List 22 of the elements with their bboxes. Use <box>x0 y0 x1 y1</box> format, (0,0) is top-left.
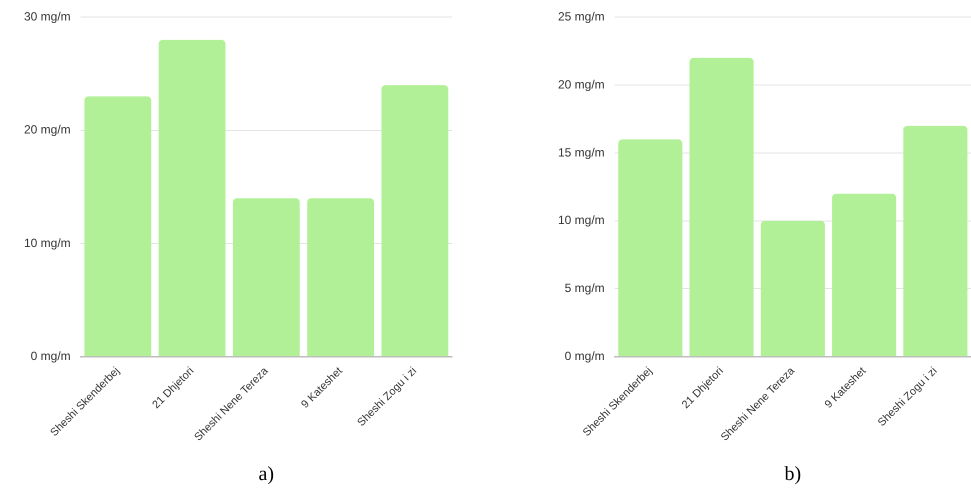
y-tick-label: 20 mg/m <box>24 122 71 137</box>
y-tick-label: 15 mg/m <box>558 145 605 160</box>
y-tick-label: 30 mg/m <box>24 10 71 24</box>
bar <box>158 40 226 356</box>
bar <box>232 198 300 356</box>
bar <box>903 126 968 356</box>
y-tick-label: 10 mg/m <box>24 236 71 250</box>
y-tick-label: 0 mg/m <box>564 348 605 363</box>
bar <box>307 198 374 356</box>
bar <box>760 220 825 356</box>
bar <box>832 194 896 356</box>
y-tick-label: 20 mg/m <box>558 77 605 92</box>
y-tick-label: 10 mg/m <box>558 213 605 228</box>
bar <box>84 96 152 356</box>
y-tick-label: 5 mg/m <box>564 281 605 296</box>
bar <box>618 139 682 356</box>
y-tick-label: 25 mg/m <box>558 10 605 24</box>
y-tick-label: 0 mg/m <box>30 348 71 363</box>
bar <box>381 85 448 356</box>
text: a) <box>258 462 276 486</box>
text: b) <box>783 462 802 486</box>
bar <box>690 58 754 356</box>
